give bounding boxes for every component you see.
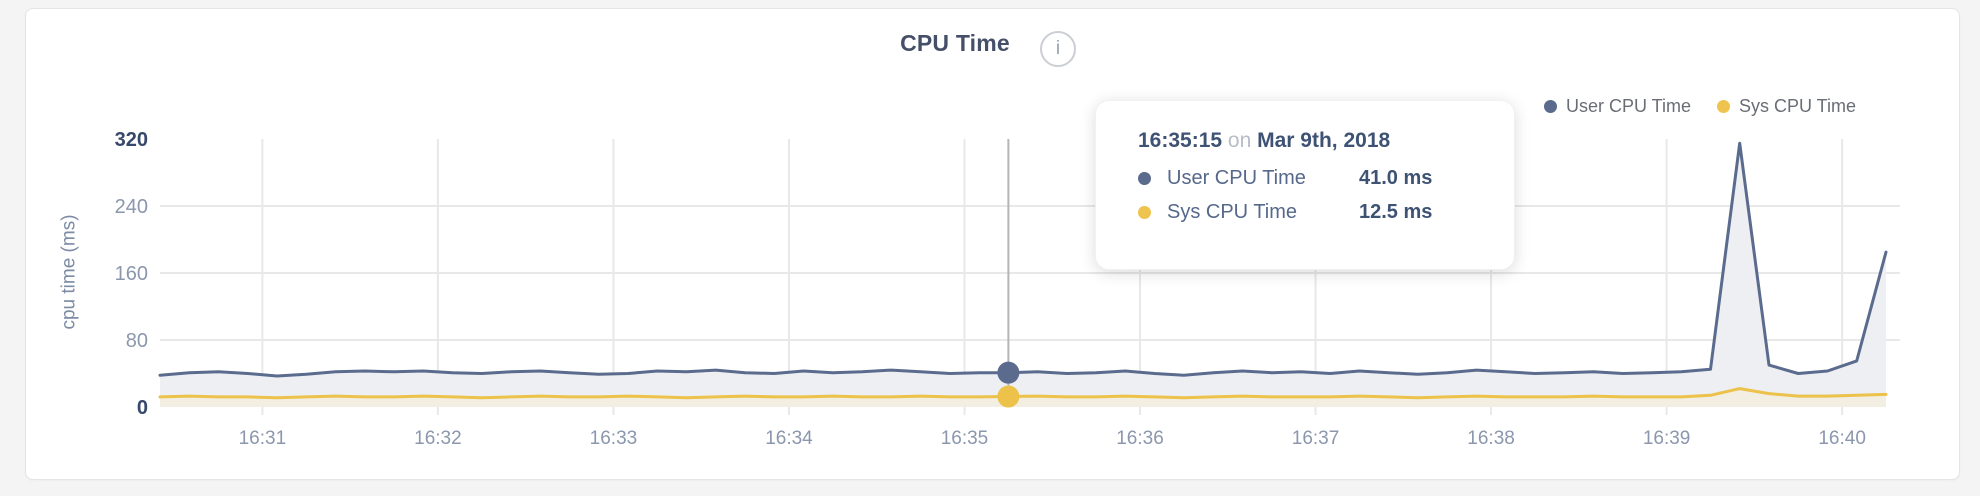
hover-marker-sys bbox=[997, 385, 1020, 408]
svg-text:16:32: 16:32 bbox=[414, 428, 462, 449]
svg-text:16:31: 16:31 bbox=[239, 428, 287, 449]
x-axis-tick-labels: 16:31 16:32 16:33 16:34 16:35 16:36 16:37 16:38… bbox=[239, 428, 1866, 449]
series-area-0 bbox=[160, 143, 1886, 407]
hover-marker-user bbox=[997, 361, 1020, 384]
svg-text:16:35: 16:35 bbox=[941, 428, 989, 449]
svg-text:16:40: 16:40 bbox=[1818, 428, 1866, 449]
svg-text:80: 80 bbox=[126, 330, 148, 352]
series-line-1 bbox=[158, 387, 1888, 400]
y-axis-tick-labels: 0 80 160 240 320 bbox=[115, 129, 148, 419]
info-icon-glyph: i bbox=[1055, 38, 1061, 59]
user-series-dot bbox=[1138, 172, 1151, 185]
svg-text:320: 320 bbox=[115, 129, 148, 151]
chart-legend: User CPU Time Sys CPU Time bbox=[1543, 94, 1856, 118]
sys-series-legend-dot bbox=[1716, 99, 1730, 113]
tooltip-row-label: Sys CPU Time bbox=[1167, 201, 1298, 223]
svg-text:16:37: 16:37 bbox=[1292, 428, 1340, 449]
tooltip-row-value: 41.0 ms bbox=[1359, 167, 1433, 189]
svg-text:16:36: 16:36 bbox=[1116, 428, 1164, 449]
legend-label: User CPU Time bbox=[1565, 95, 1691, 116]
chart-tooltip: 16:35:15 on Mar 9th, 2018 User CPU Time … bbox=[1095, 100, 1515, 270]
legend-item-sys-cpu-time[interactable]: Sys CPU Time bbox=[1716, 95, 1856, 117]
tooltip-row-label: User CPU Time bbox=[1167, 167, 1306, 189]
svg-text:240: 240 bbox=[115, 196, 148, 218]
gridlines bbox=[160, 139, 1900, 415]
svg-text:16:38: 16:38 bbox=[1467, 428, 1515, 449]
svg-text:160: 160 bbox=[115, 263, 148, 285]
tooltip-date: Mar 9th, 2018 bbox=[1257, 129, 1391, 152]
legend-item-user-cpu-time[interactable]: User CPU Time bbox=[1543, 95, 1691, 117]
tooltip-time: 16:35:15 bbox=[1138, 129, 1223, 152]
sys-series-dot bbox=[1138, 206, 1151, 219]
chart-title: CPU Time bbox=[900, 30, 1010, 56]
user-series-legend-dot bbox=[1543, 99, 1557, 113]
svg-text:16:39: 16:39 bbox=[1643, 428, 1691, 449]
tooltip-row-sys-cpu: Sys CPU Time 12.5 ms bbox=[1138, 201, 1514, 224]
svg-text:16:33: 16:33 bbox=[590, 428, 638, 449]
info-icon[interactable]: i bbox=[1040, 31, 1076, 67]
tooltip-row-value: 12.5 ms bbox=[1359, 201, 1433, 223]
legend-label: Sys CPU Time bbox=[1738, 95, 1856, 116]
tooltip-connector: on bbox=[1227, 129, 1252, 152]
svg-text:16:34: 16:34 bbox=[765, 428, 813, 449]
series-line-0 bbox=[158, 141, 1888, 378]
tooltip-row-user-cpu: User CPU Time 41.0 ms bbox=[1138, 167, 1514, 190]
svg-text:0: 0 bbox=[137, 397, 148, 419]
tooltip-title: 16:35:15 on Mar 9th, 2018 bbox=[1138, 129, 1514, 153]
